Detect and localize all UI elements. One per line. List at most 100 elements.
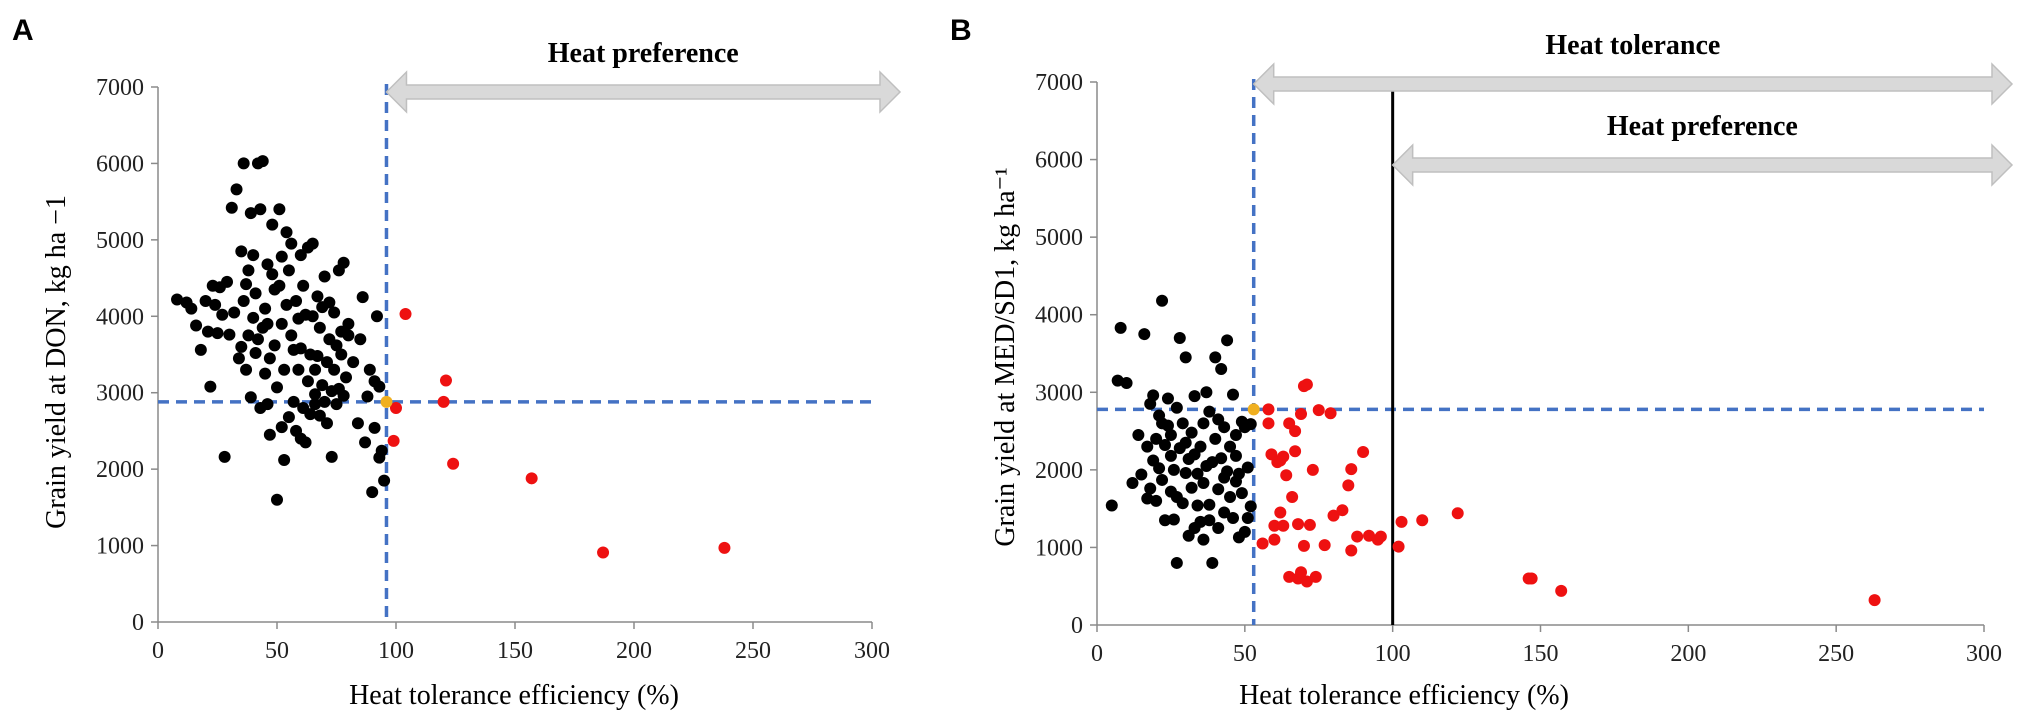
panel-b-point bbox=[1345, 544, 1358, 557]
panel-b-point bbox=[1194, 440, 1207, 453]
panel-b-y-axis-label: Grain yield at MED/SD1, kg ha⁻¹ bbox=[990, 167, 1021, 546]
panel-b-point bbox=[1345, 463, 1358, 476]
panel-b-point bbox=[1229, 475, 1242, 488]
panel-b-point bbox=[1215, 363, 1228, 376]
panel-b-point bbox=[1191, 499, 1204, 512]
panel-b-point bbox=[1238, 525, 1251, 538]
panel-a-point bbox=[244, 391, 257, 404]
panel-b-range-arrow-label: Heat tolerance bbox=[1545, 30, 1720, 61]
panel-b-point bbox=[1200, 386, 1213, 399]
panel-a-y-tick-label: 4000 bbox=[96, 304, 144, 330]
panel-a-point bbox=[232, 352, 245, 365]
panel-a-x-tick-label: 100 bbox=[378, 638, 414, 664]
panel-b-point bbox=[1170, 556, 1183, 569]
panel-a-y-axis-label: Grain yield at DON, kg ha −1 bbox=[41, 195, 72, 529]
panel-b-point bbox=[1227, 511, 1240, 524]
panel-a-point bbox=[268, 339, 281, 352]
panel-a-point bbox=[294, 342, 307, 355]
panel-b-point bbox=[1185, 481, 1198, 494]
panel-b-y-tick-label: 3000 bbox=[1035, 380, 1083, 406]
panel-a-point bbox=[261, 317, 274, 330]
panel-a-point bbox=[261, 258, 274, 271]
panel-a-point bbox=[297, 279, 310, 292]
panel-b-point bbox=[1312, 404, 1325, 417]
panel-a-point bbox=[266, 268, 279, 281]
panel-a-point bbox=[399, 307, 412, 320]
panel-a-point bbox=[249, 346, 262, 359]
panel-b-point bbox=[1215, 452, 1228, 465]
panel-b-point bbox=[1268, 519, 1281, 532]
panel-a-y-tick-label: 2000 bbox=[96, 457, 144, 483]
panel-a-point bbox=[337, 389, 350, 402]
panel-b-y-tick-label: 6000 bbox=[1035, 148, 1083, 174]
panel-b-letter: B bbox=[950, 14, 972, 47]
panel-a-point bbox=[211, 327, 224, 340]
panel-a-point bbox=[216, 308, 229, 321]
panel-a: A Heat tolerance efficiency (%) Grain yi… bbox=[12, 14, 902, 711]
panel-a-y-tick-label: 5000 bbox=[96, 228, 144, 254]
panel-a-point bbox=[380, 395, 393, 408]
panel-b-point bbox=[1286, 491, 1299, 504]
panel-b-point bbox=[1209, 351, 1222, 364]
panel-a-point bbox=[368, 375, 381, 388]
panel-a-point bbox=[330, 398, 343, 411]
panel-b-point bbox=[1300, 575, 1313, 588]
panel-a-point bbox=[251, 333, 264, 346]
panel-a-point bbox=[718, 541, 731, 554]
panel-a-point bbox=[249, 287, 262, 300]
panel-a-point bbox=[275, 317, 288, 330]
panel-a-point bbox=[328, 306, 341, 319]
panel-b-point bbox=[1212, 522, 1225, 535]
panel-a-point bbox=[273, 279, 286, 292]
panel-b-point bbox=[1555, 584, 1568, 597]
panel-a-point bbox=[292, 363, 305, 376]
panel-b-point bbox=[1336, 504, 1349, 517]
panel-b-point bbox=[1295, 408, 1308, 421]
panel-b-point bbox=[1327, 509, 1340, 522]
panel-a-x-tick-label: 200 bbox=[616, 638, 652, 664]
panel-a-range-arrow-label: Heat preference bbox=[548, 38, 739, 69]
panel-a-point bbox=[368, 421, 381, 434]
panel-a-point bbox=[244, 207, 257, 220]
panel-a-point bbox=[287, 395, 300, 408]
panel-b-point bbox=[1188, 522, 1201, 535]
panel-b-point bbox=[1114, 321, 1127, 334]
panel-a-point bbox=[597, 546, 610, 559]
panel-a-point bbox=[340, 371, 353, 384]
panel-a-point bbox=[304, 408, 317, 421]
panel-a-point bbox=[247, 249, 260, 262]
panel-b-point bbox=[1218, 471, 1231, 484]
panel-a-point bbox=[335, 348, 348, 361]
panel-b-point bbox=[1212, 483, 1225, 496]
panel-a-point bbox=[235, 340, 248, 353]
panel-a-point bbox=[328, 363, 341, 376]
panel-a-y-tick-label: 7000 bbox=[96, 75, 144, 101]
panel-b-y-tick-label: 5000 bbox=[1035, 225, 1083, 251]
panel-b-x-tick-label: 250 bbox=[1818, 641, 1854, 667]
panel-b-point bbox=[1277, 519, 1290, 532]
panel-b-point bbox=[1164, 428, 1177, 441]
panel-b-point bbox=[1300, 378, 1313, 391]
panel-a-point bbox=[254, 203, 267, 216]
panel-b-point bbox=[1357, 446, 1370, 459]
panel-b-point bbox=[1156, 473, 1169, 486]
panel-b-point bbox=[1227, 388, 1240, 401]
panel-b-x-tick-label: 200 bbox=[1670, 641, 1706, 667]
panel-b-point bbox=[1173, 331, 1186, 344]
panel-a-point bbox=[301, 375, 314, 388]
panel-a-point bbox=[325, 450, 338, 463]
panel-a-point bbox=[278, 363, 291, 376]
panel-b-point bbox=[1274, 506, 1287, 519]
panel-b-plot-layer: 0 1000 2000 3000 4000 5000 6000 7000 0 50 100 150 20… bbox=[1035, 30, 2014, 667]
panel-b-point bbox=[1277, 450, 1290, 463]
panel-a-point bbox=[230, 183, 243, 196]
panel-b-point bbox=[1309, 570, 1322, 583]
panel-b-point bbox=[1244, 500, 1257, 513]
panel-a-point bbox=[223, 328, 236, 341]
panel-b-point bbox=[1221, 334, 1234, 347]
panel-b-point bbox=[1144, 482, 1157, 495]
panel-b-point bbox=[1244, 418, 1257, 431]
panel-b-point bbox=[1268, 533, 1281, 546]
panel-b-point bbox=[1191, 467, 1204, 480]
panel-b-point bbox=[1120, 376, 1133, 389]
